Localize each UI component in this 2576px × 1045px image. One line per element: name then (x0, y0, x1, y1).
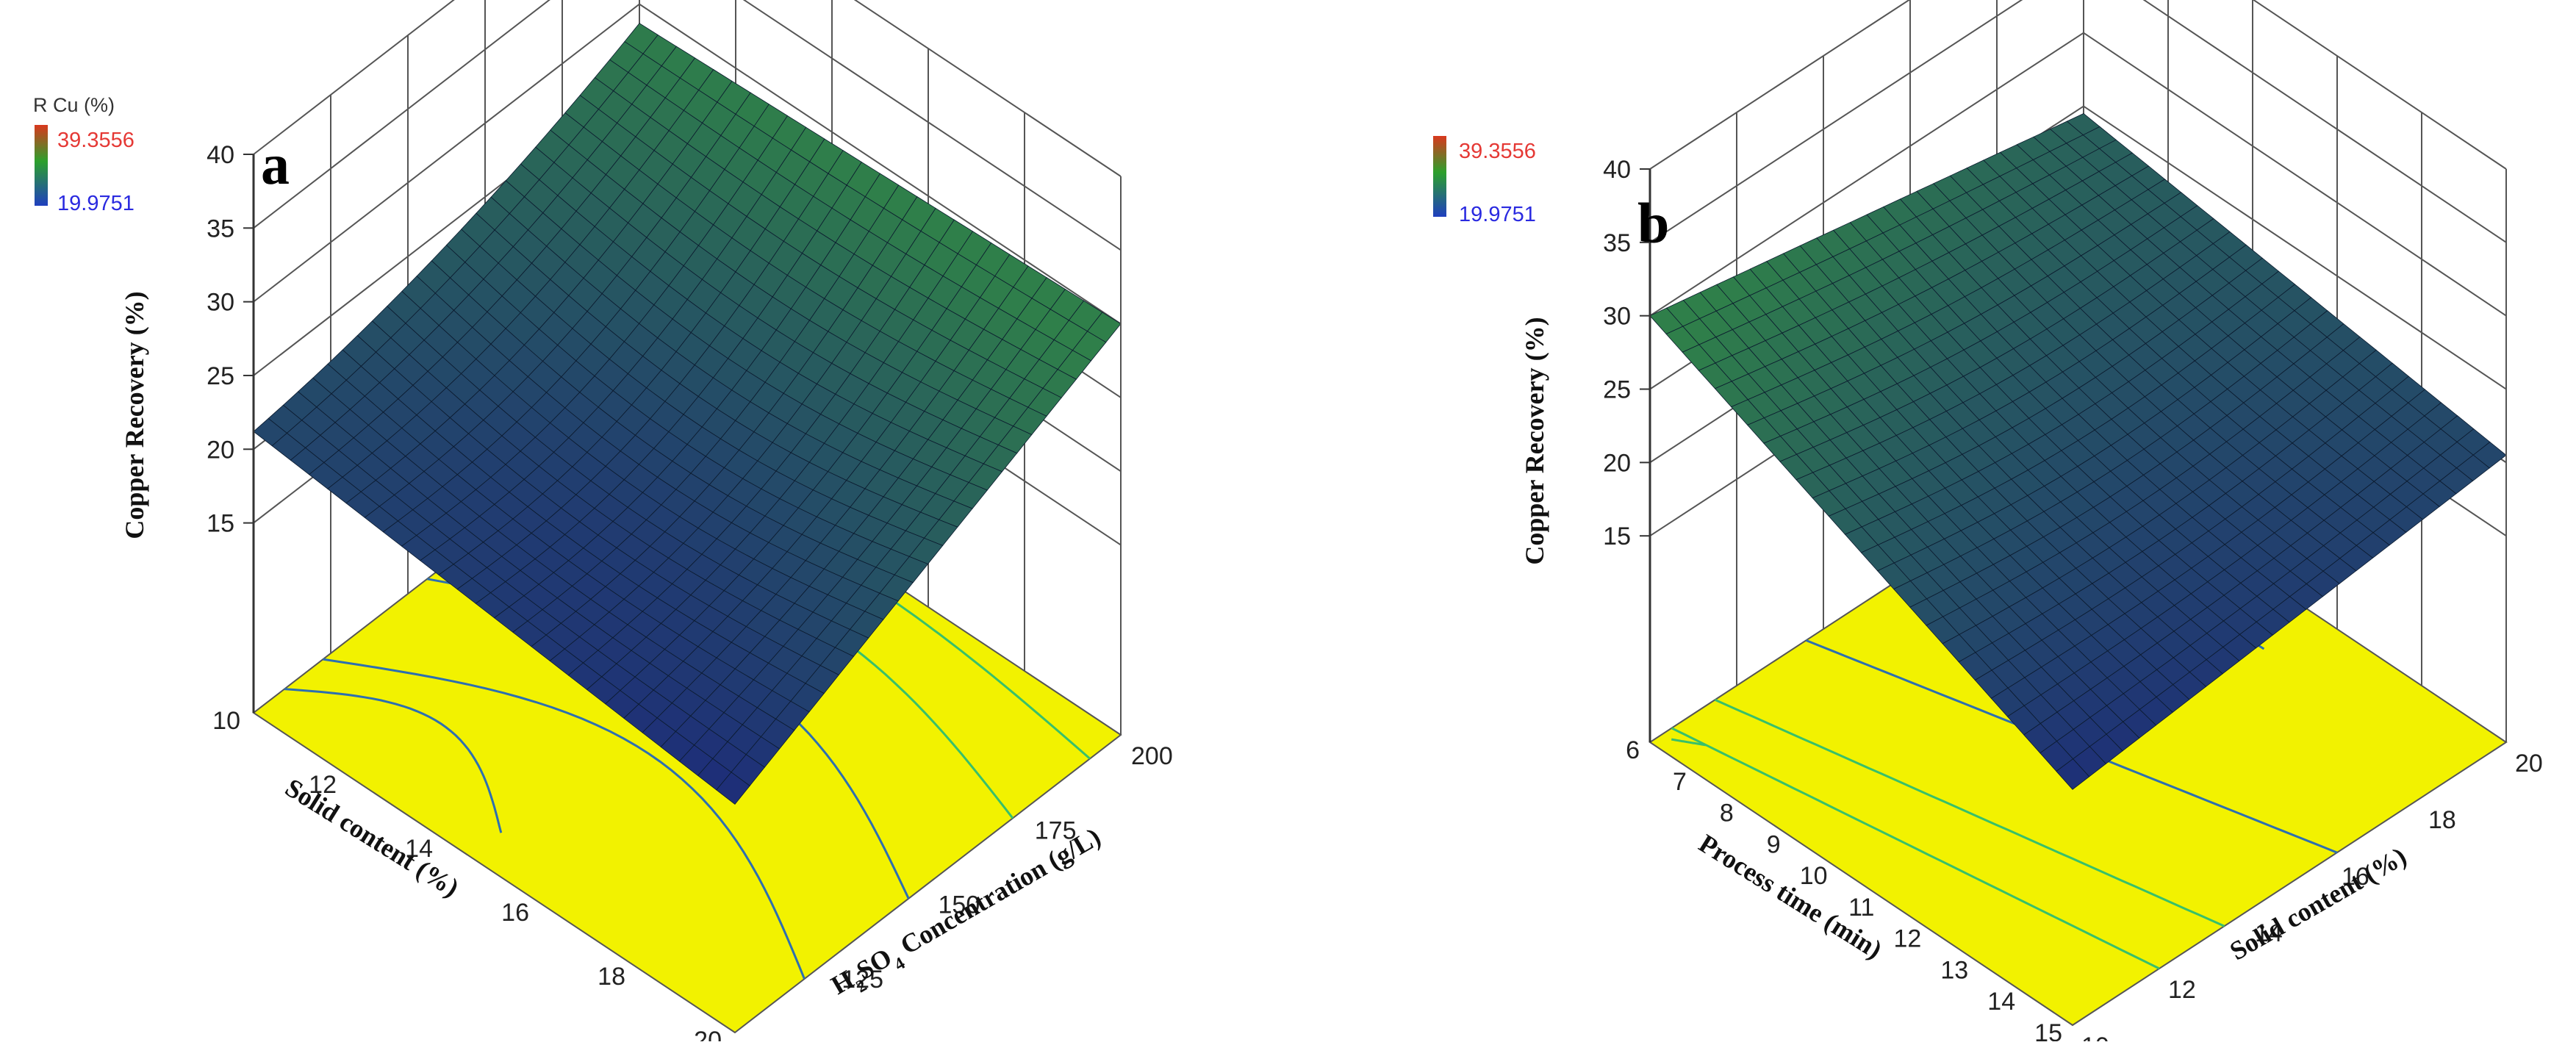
z-tick-label: 15 (1603, 522, 1631, 550)
y-tick-label: 15 (2034, 1019, 2062, 1041)
panel-b-legend-max: 39.3556 (1459, 140, 1536, 163)
y-tick-label: 8 (1720, 800, 1734, 827)
panel-a: R Cu (%) 39.3556 19.9751 a 152025303540 … (33, 0, 1173, 1045)
panel-b-surface (1649, 113, 2507, 790)
z-tick-label: 30 (207, 289, 234, 317)
z-tick-label: 30 (1603, 303, 1631, 331)
wall-grid-line (1649, 0, 2507, 170)
panel-a-label: a (261, 132, 290, 196)
y-tick-label: 6 (1626, 736, 1640, 764)
z-tick-label: 40 (207, 141, 234, 169)
panel-b-z-ticks: 15 20 25 30 35 40 (1603, 156, 1650, 550)
wall-grid-line (1649, 0, 2507, 243)
contour-line (1671, 727, 2160, 970)
y-tick-label: 14 (1987, 988, 2015, 1016)
panel-a-z-label: Copper Recovery (%) (120, 291, 149, 539)
x-tick-label: 14 (2255, 919, 2283, 947)
z-tick-label: 25 (1603, 376, 1631, 404)
y-tick-label: 20 (694, 1027, 722, 1041)
x-tick-label: 20 (2515, 750, 2543, 778)
x-tick-label: 18 (2428, 806, 2456, 834)
z-tick-label: 15 (207, 510, 234, 538)
z-tick-label: 25 (207, 362, 234, 390)
panel-b-y-ticks: 6 7 8 9 10 11 12 13 14 15 (1626, 736, 2062, 1045)
x-tick-label: 175 (1035, 816, 1077, 844)
x-tick-label: 12 (2168, 976, 2196, 1004)
y-tick-label: 10 (1800, 862, 1828, 890)
panel-a-legend: R Cu (%) 39.3556 19.9751 (33, 94, 134, 215)
z-tick-label: 40 (1603, 156, 1631, 184)
wall-grid-line (253, 3, 1122, 325)
surface-cell (2056, 758, 2090, 790)
z-tick-label: 35 (1603, 229, 1631, 257)
surface-cell (716, 772, 750, 805)
x-tick-label: 150 (939, 891, 980, 919)
panel-b-legend-min: 19.9751 (1459, 203, 1536, 226)
contour-line (284, 688, 503, 833)
y-tick-label: 12 (1894, 925, 1922, 953)
panel-a-x-ticks: 100125150175200 (745, 742, 1173, 1045)
y-tick-label: 12 (309, 771, 337, 799)
panel-a-legend-bar (35, 125, 48, 206)
panel-b-x-ticks: 10 12 14 16 18 20 (2081, 750, 2543, 1045)
panel-b-legend-bar (1433, 136, 1446, 217)
panel-a-z-ticks: 15 20 25 30 35 40 (207, 141, 254, 538)
z-tick-label: 35 (207, 215, 234, 243)
y-tick-label: 14 (405, 835, 433, 863)
y-tick-label: 9 (1767, 830, 1781, 858)
panel-a-legend-min: 19.9751 (57, 192, 134, 215)
panel-b-axes (1648, 169, 2507, 742)
panel-b: 39.3556 19.9751 b 15 20 25 30 35 40 Copper Re… (1433, 0, 2543, 1045)
x-tick-label: 200 (1131, 742, 1173, 770)
contour-line (323, 658, 806, 980)
wall-grid-line (253, 0, 1122, 251)
z-tick-label: 20 (207, 436, 234, 464)
panel-a-surface (253, 23, 1122, 805)
contour-line (1714, 698, 2225, 927)
x-tick-label: 125 (842, 966, 883, 994)
y-tick-label: 11 (1848, 894, 1874, 922)
wall-grid-line (1649, 32, 2507, 317)
z-tick-label: 20 (1603, 449, 1631, 477)
y-tick-label: 10 (212, 707, 240, 735)
contour-line (1671, 738, 1706, 747)
panel-b-legend: 39.3556 19.9751 (1433, 136, 1536, 226)
panel-b-label: b (1637, 191, 1669, 255)
panel-a-legend-max: 39.3556 (57, 129, 134, 152)
y-tick-label: 16 (501, 899, 529, 927)
panel-b-z-label: Copper Recovery (%) (1520, 317, 1549, 564)
wall-grid-line (253, 0, 1122, 177)
y-tick-label: 13 (1940, 956, 1968, 984)
y-tick-label: 7 (1673, 768, 1687, 796)
x-tick-label: 10 (2081, 1033, 2109, 1041)
panel-a-axes (252, 154, 1122, 735)
x-tick-label: 16 (2342, 863, 2369, 891)
panel-a-legend-title: R Cu (%) (33, 94, 115, 116)
y-tick-label: 18 (598, 963, 625, 991)
